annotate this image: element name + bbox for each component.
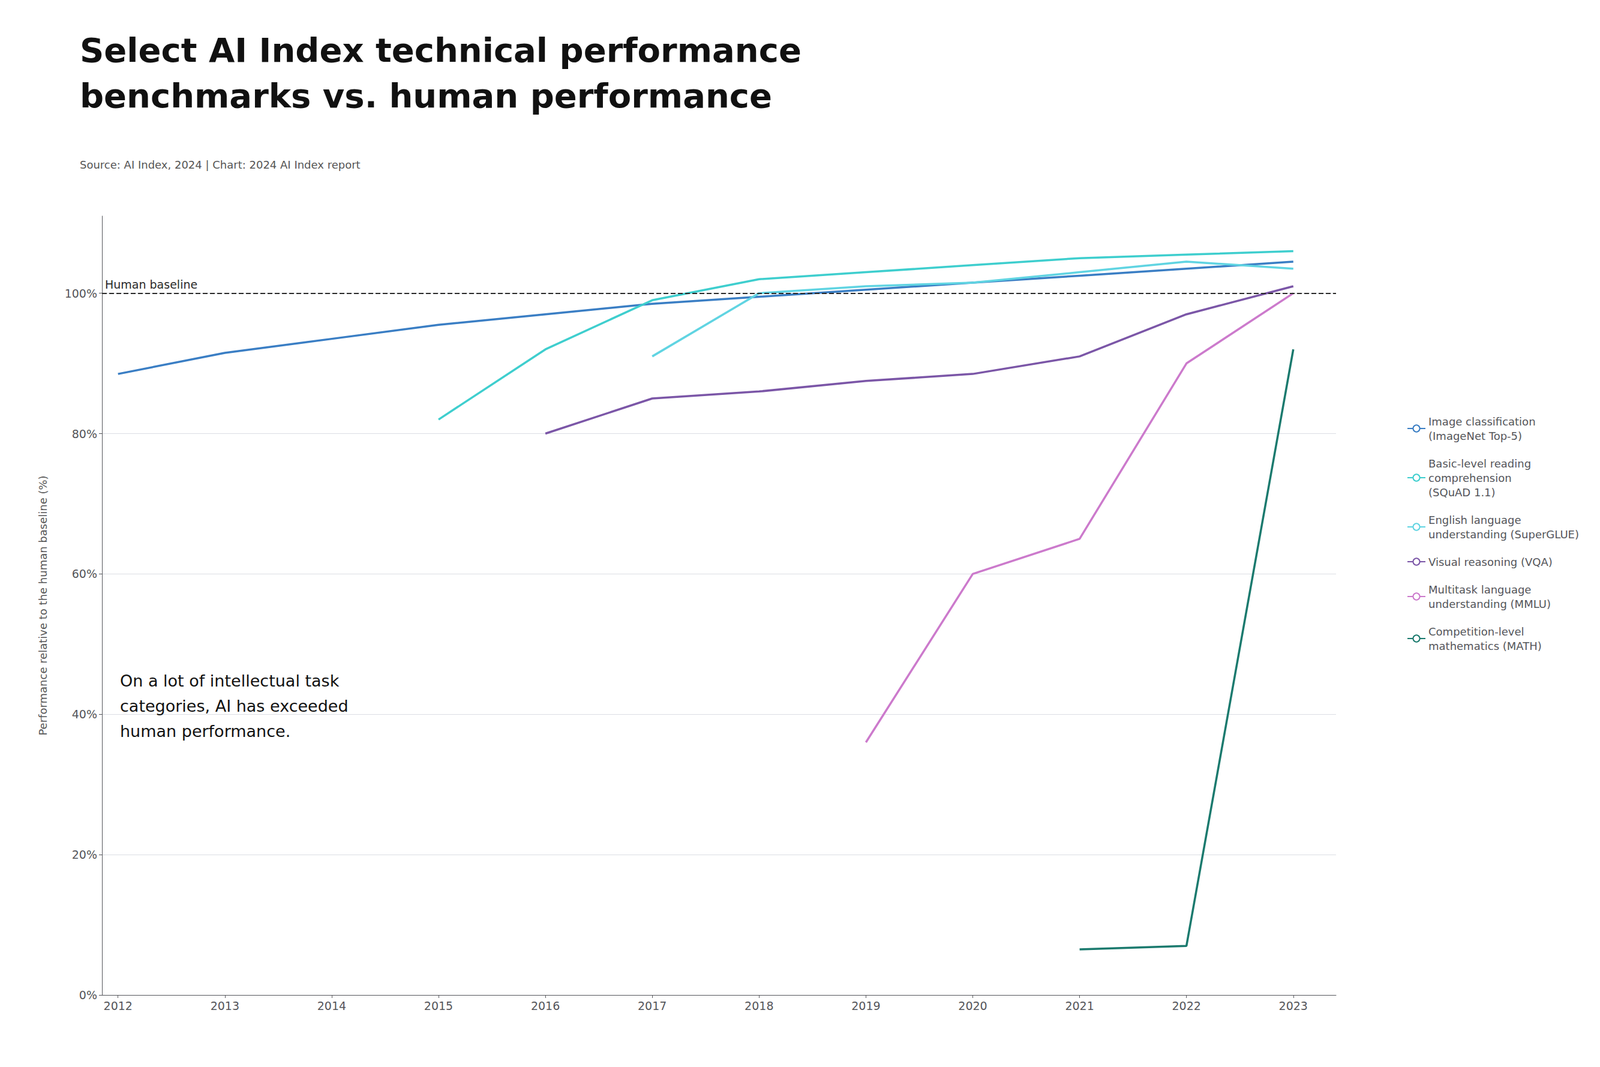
svg-text:human performance.: human performance. — [119, 721, 291, 741]
svg-text:2020: 2020 — [958, 998, 987, 1013]
svg-text:Visual reasoning (VQA): Visual reasoning (VQA) — [1428, 555, 1553, 569]
svg-text:(SQuAD 1.1): (SQuAD 1.1) — [1428, 485, 1496, 499]
svg-text:80%: 80% — [71, 427, 98, 441]
svg-text:2019: 2019 — [851, 998, 881, 1013]
svg-text:2013: 2013 — [210, 998, 240, 1013]
svg-text:Human baseline: Human baseline — [104, 277, 198, 291]
svg-text:mathematics (MATH): mathematics (MATH) — [1428, 639, 1542, 653]
svg-text:2022: 2022 — [1171, 998, 1201, 1013]
svg-text:2017: 2017 — [637, 998, 667, 1013]
svg-text:2016: 2016 — [530, 998, 560, 1013]
svg-text:2021: 2021 — [1064, 998, 1094, 1013]
svg-text:Image classification: Image classification — [1428, 415, 1536, 428]
svg-text:understanding (SuperGLUE): understanding (SuperGLUE) — [1428, 527, 1580, 541]
svg-text:2014: 2014 — [317, 998, 347, 1013]
svg-text:2012: 2012 — [103, 998, 133, 1013]
svg-text:On a lot of intellectual task: On a lot of intellectual task — [119, 671, 340, 690]
svg-text:2023: 2023 — [1279, 998, 1308, 1013]
svg-text:understanding (MMLU): understanding (MMLU) — [1428, 597, 1551, 611]
svg-text:2018: 2018 — [744, 998, 774, 1013]
svg-text:40%: 40% — [71, 707, 98, 721]
svg-text:Multitask language: Multitask language — [1428, 583, 1532, 596]
svg-text:English language: English language — [1428, 513, 1522, 527]
svg-text:Competition-level: Competition-level — [1428, 625, 1524, 638]
svg-text:100%: 100% — [64, 286, 98, 300]
svg-text:20%: 20% — [71, 847, 98, 861]
svg-text:Basic-level reading: Basic-level reading — [1428, 457, 1532, 470]
svg-text:Performance relative to the hu: Performance relative to the human baseli… — [36, 475, 50, 735]
svg-text:benchmarks vs. human performan: benchmarks vs. human performance — [79, 76, 773, 116]
svg-text:Source: AI Index, 2024 | Chart: Source: AI Index, 2024 | Chart: 2024 AI … — [79, 158, 361, 171]
svg-text:Select AI Index technical perf: Select AI Index technical performance — [79, 30, 802, 70]
svg-text:(ImageNet Top-5): (ImageNet Top-5) — [1428, 429, 1523, 443]
svg-text:categories, AI has exceeded: categories, AI has exceeded — [119, 696, 349, 716]
svg-text:60%: 60% — [71, 566, 98, 581]
svg-text:2015: 2015 — [424, 998, 453, 1013]
svg-text:0%: 0% — [79, 988, 98, 1002]
svg-text:comprehension: comprehension — [1428, 471, 1512, 485]
